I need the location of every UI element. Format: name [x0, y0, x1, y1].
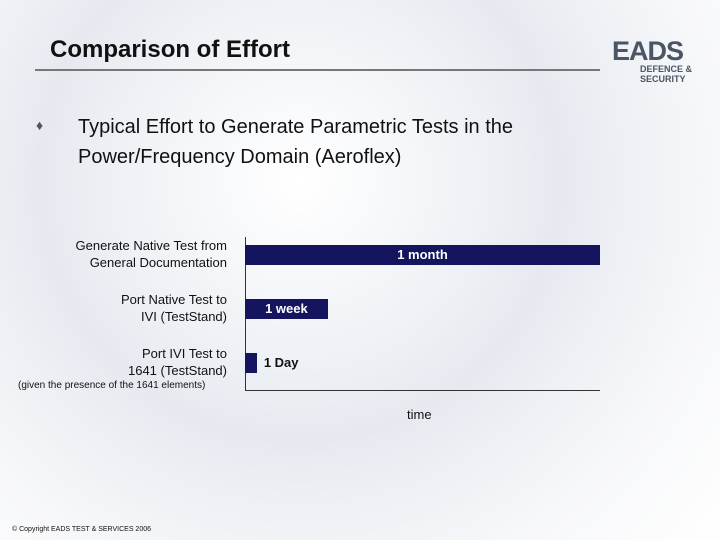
bullet-text: Typical Effort to Generate Parametric Te…: [78, 116, 514, 168]
slide-title: Comparison of Effort: [50, 36, 290, 63]
title-rule: [35, 69, 600, 71]
bar: [245, 245, 600, 265]
value-label: 1 month: [397, 247, 448, 262]
x-axis-label: time: [407, 407, 432, 422]
category-label: Port Native Test to IVI (TestStand): [121, 292, 227, 324]
bar: [245, 299, 328, 319]
category-label: Generate Native Test from General Docume…: [75, 238, 228, 270]
footer: © Copyright EADS TEST & SERVICES 2006: [12, 526, 151, 533]
chart-note: (given the presence of the 1641 elements…: [18, 380, 206, 391]
value-label: 1 Day: [263, 355, 299, 370]
bullet-icon: ♦: [36, 117, 44, 133]
value-label: 1 week: [265, 301, 308, 316]
category-label: Port IVI Test to 1641 (TestStand): [127, 346, 227, 378]
x-axis: [245, 390, 600, 391]
bar: [245, 353, 257, 373]
logo: EADS: [612, 36, 684, 66]
logo-subtitle: DEFENCE & SECURITY: [640, 64, 693, 84]
